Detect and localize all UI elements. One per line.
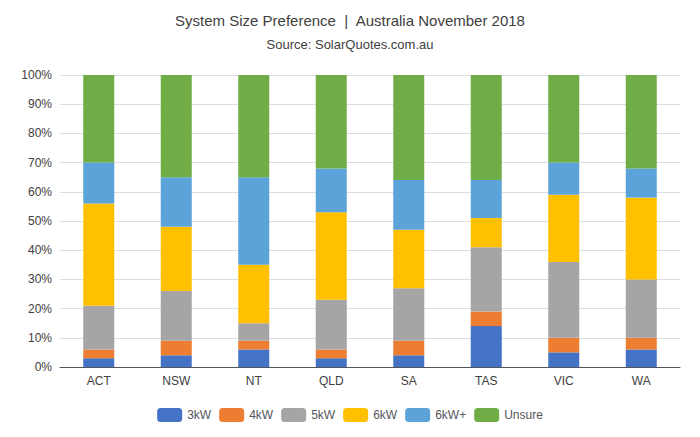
svg-text:SA: SA xyxy=(401,374,417,388)
svg-text:Unsure: Unsure xyxy=(504,408,543,422)
svg-text:6kW: 6kW xyxy=(373,408,398,422)
svg-text:90%: 90% xyxy=(28,97,52,111)
svg-text:NSW: NSW xyxy=(162,374,191,388)
svg-text:70%: 70% xyxy=(28,156,52,170)
svg-text:100%: 100% xyxy=(21,68,52,82)
svg-text:80%: 80% xyxy=(28,126,52,140)
svg-text:VIC: VIC xyxy=(554,374,574,388)
svg-text:ACT: ACT xyxy=(87,374,112,388)
svg-text:4kW: 4kW xyxy=(249,408,274,422)
svg-text:3kW: 3kW xyxy=(187,408,212,422)
svg-text:5kW: 5kW xyxy=(311,408,336,422)
svg-text:0%: 0% xyxy=(35,360,53,374)
svg-text:30%: 30% xyxy=(28,272,52,286)
svg-text:10%: 10% xyxy=(28,331,52,345)
svg-text:WA: WA xyxy=(632,374,651,388)
svg-text:20%: 20% xyxy=(28,302,52,316)
svg-text:6kW+: 6kW+ xyxy=(435,408,466,422)
svg-text:60%: 60% xyxy=(28,185,52,199)
svg-text:System Size Preference | Aus: System Size Preference | Australia Novem… xyxy=(175,12,525,29)
svg-text:Source: SolarQuotes.com.au: Source: SolarQuotes.com.au xyxy=(267,37,434,52)
svg-text:QLD: QLD xyxy=(319,374,344,388)
svg-text:TAS: TAS xyxy=(475,374,497,388)
svg-text:40%: 40% xyxy=(28,243,52,257)
svg-text:NT: NT xyxy=(246,374,263,388)
svg-text:50%: 50% xyxy=(28,214,52,228)
